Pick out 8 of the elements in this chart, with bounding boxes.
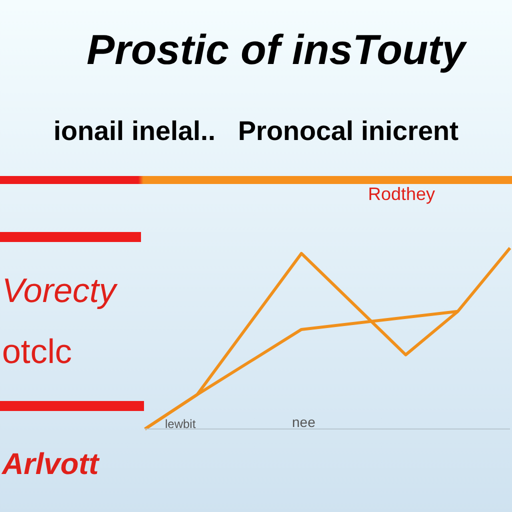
text: Vorecty <box>2 272 116 311</box>
annotation: nee <box>292 414 316 430</box>
text: otclc <box>2 333 72 372</box>
annotation: lewbit <box>165 417 196 431</box>
text: Rodthey <box>368 184 436 205</box>
chart-title: Prostic of insTouty <box>86 26 468 74</box>
text: Arlvott <box>2 448 99 482</box>
chart-subtitle: ionail inelal.. Pronocal inicrent <box>52 116 460 147</box>
